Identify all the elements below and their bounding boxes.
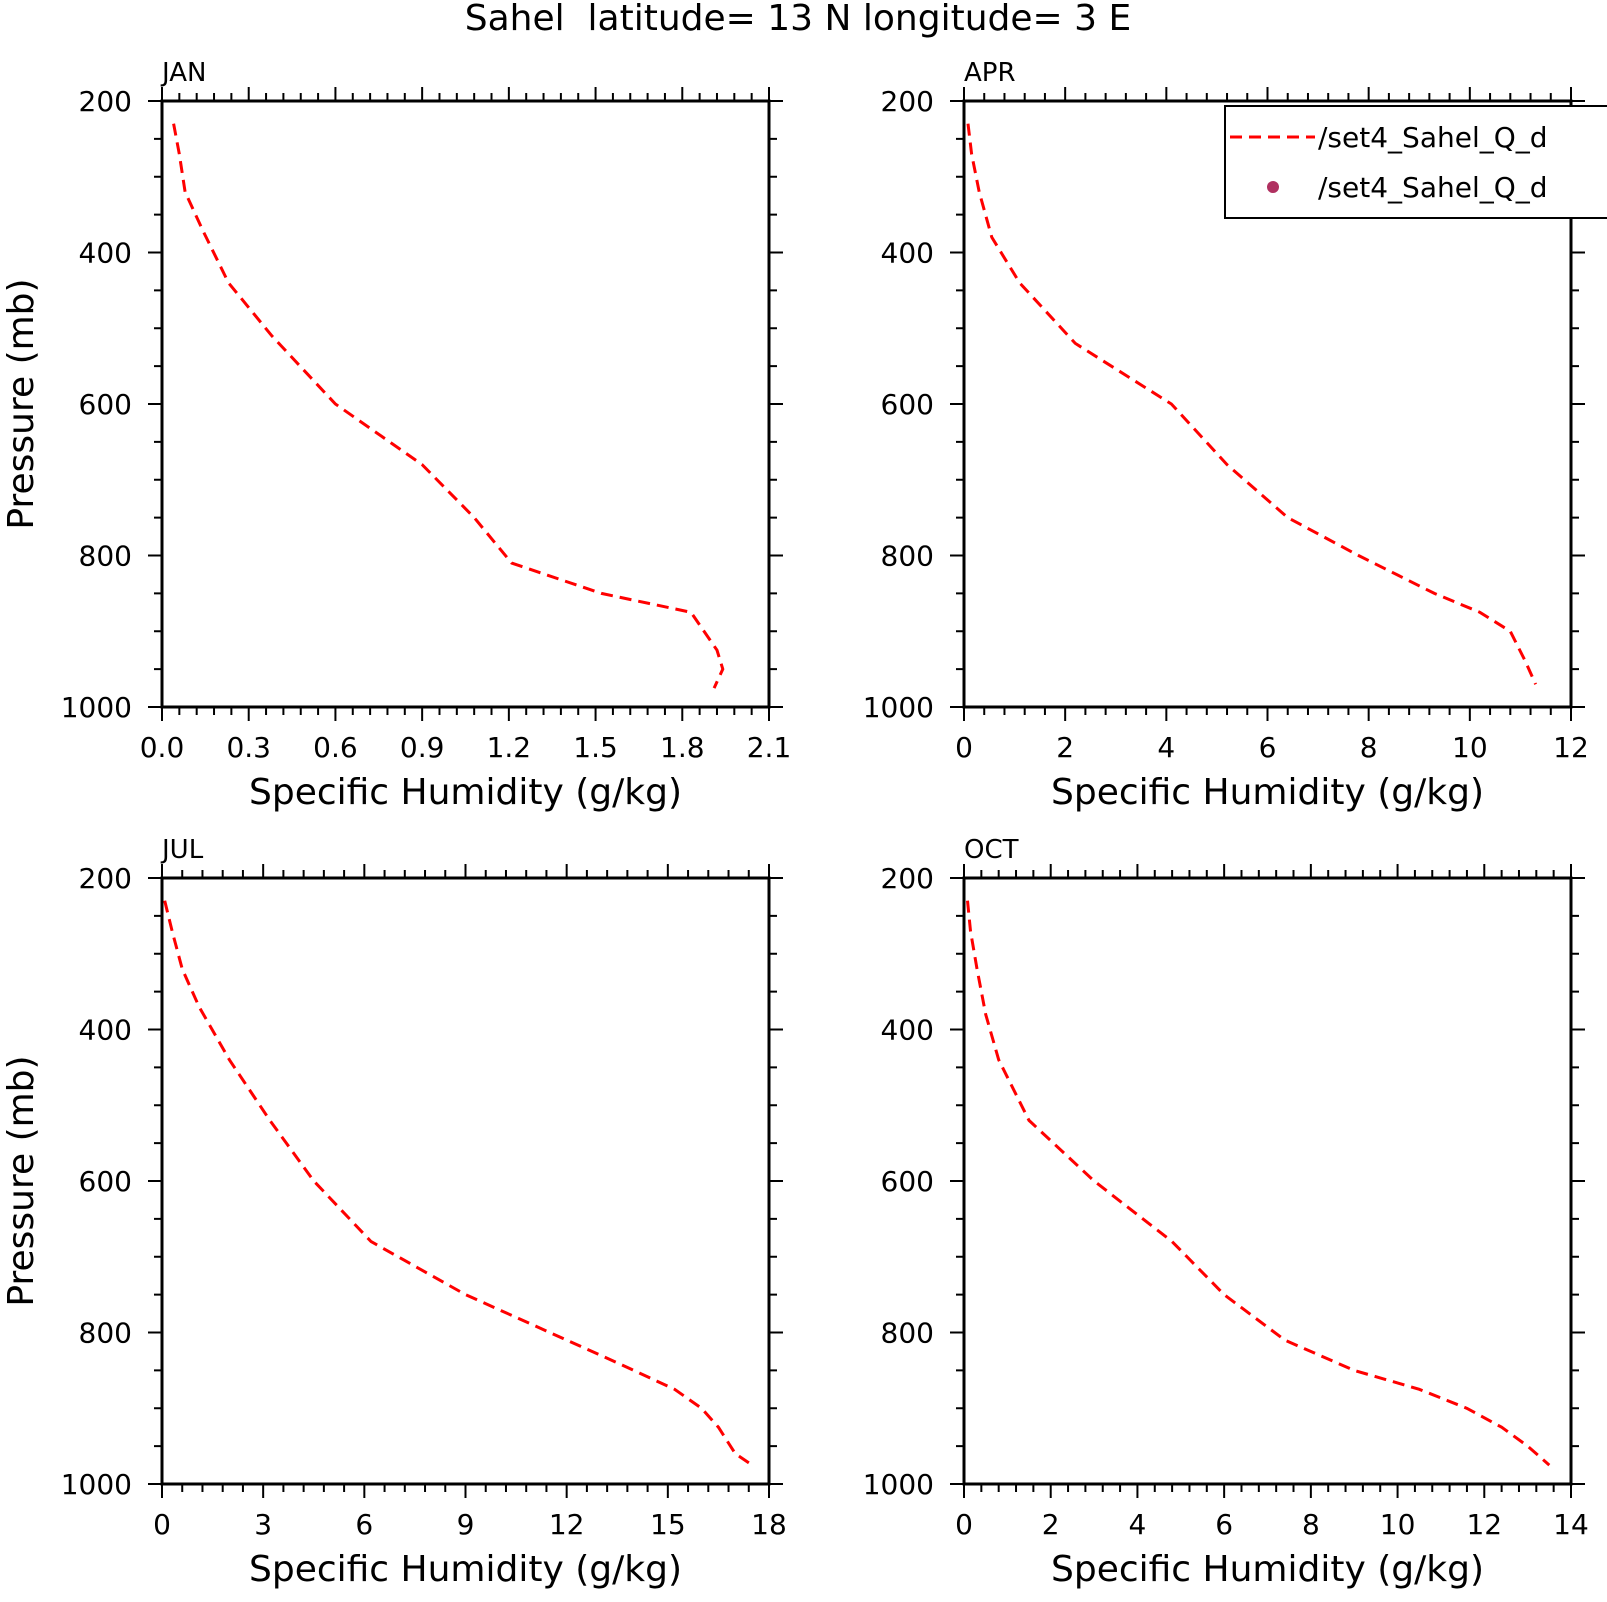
legend-label-2: /set4_Sahel_Q_d	[1318, 171, 1548, 204]
x-axis-title: Specific Humidity (g/kg)	[1051, 1549, 1484, 1590]
x-axis-title: Specific Humidity (g/kg)	[1051, 772, 1484, 813]
x-tick-label: 4	[1129, 1508, 1147, 1541]
series-line	[172, 123, 725, 689]
x-tick-label: 0.0	[140, 731, 185, 764]
y-tick-label: 600	[79, 388, 132, 421]
panel-label: APR	[964, 58, 1016, 88]
y-axis-title: Pressure (mb)	[1, 1055, 42, 1306]
figure-title: Sahel latitude= 13 N longitude= 3 E	[465, 0, 1131, 39]
x-tick-label: 0	[153, 1508, 171, 1541]
x-tick-label: 0	[955, 1508, 973, 1541]
x-tick-label: 2	[1042, 1508, 1060, 1541]
y-tick-label: 800	[881, 540, 934, 573]
legend-label-1: /set4_Sahel_Q_d	[1318, 121, 1548, 154]
plot-frame	[962, 876, 1573, 1486]
x-tick-label: 10	[1380, 1508, 1416, 1541]
x-tick-label: 1.5	[573, 731, 618, 764]
x-tick-label: 15	[650, 1508, 686, 1541]
x-tick-label: 18	[751, 1508, 787, 1541]
x-tick-label: 2.1	[747, 731, 792, 764]
x-tick-label: 0.6	[313, 731, 358, 764]
x-tick-label: 12	[1553, 731, 1589, 764]
x-tick-label: 14	[1553, 1508, 1589, 1541]
y-tick-label: 1000	[61, 1468, 132, 1501]
y-tick-label: 400	[79, 237, 132, 270]
x-tick-label: 4	[1157, 731, 1175, 764]
y-tick-label: 400	[79, 1014, 132, 1047]
x-tick-label: 6	[1215, 1508, 1233, 1541]
x-tick-label: 0.9	[400, 731, 445, 764]
plot-frame	[160, 99, 771, 709]
x-axis-title: Specific Humidity (g/kg)	[249, 1549, 682, 1590]
y-tick-label: 200	[881, 85, 934, 118]
x-tick-label: 12	[1466, 1508, 1502, 1541]
series-line	[966, 900, 1551, 1467]
y-tick-label: 1000	[863, 691, 934, 724]
y-tick-label: 1000	[61, 691, 132, 724]
y-tick-label: 600	[881, 1165, 934, 1198]
y-tick-label: 600	[881, 388, 934, 421]
panel-oct: OCT 200 400 600 800 1000 0 2 4 6 8 10 12 14 Specific H…	[863, 835, 1589, 1590]
panel-label: JAN	[160, 58, 206, 88]
legend-dot-icon	[1267, 181, 1279, 193]
x-tick-label: 6	[1259, 731, 1277, 764]
y-tick-label: 600	[79, 1165, 132, 1198]
y-tick-label: 800	[79, 1317, 132, 1350]
x-tick-label: 10	[1452, 731, 1488, 764]
x-tick-label: 12	[549, 1508, 585, 1541]
x-tick-label: 8	[1302, 1508, 1320, 1541]
series-line	[163, 900, 753, 1467]
legend-box	[1224, 105, 1607, 219]
x-tick-label: 6	[355, 1508, 373, 1541]
y-tick-label: 200	[881, 862, 934, 895]
x-tick-label: 9	[457, 1508, 475, 1541]
x-tick-label: 0	[955, 731, 973, 764]
y-tick-label: 200	[79, 85, 132, 118]
x-tick-label: 2	[1056, 731, 1074, 764]
panel-label: OCT	[964, 835, 1019, 865]
x-tick-label: 8	[1360, 731, 1378, 764]
y-tick-label: 800	[881, 1317, 934, 1350]
series-line	[966, 123, 1537, 685]
x-axis-title: Specific Humidity (g/kg)	[249, 772, 682, 813]
x-tick-label: 1.8	[660, 731, 705, 764]
x-tick-label: 1.2	[487, 731, 532, 764]
y-axis-title: Pressure (mb)	[1, 278, 42, 529]
panel-jul: JUL 200 400 600 800 1000 0 3 6 9 12 15 18 Specific Hu…	[1, 835, 787, 1590]
y-tick-label: 200	[79, 862, 132, 895]
y-tick-label: 800	[79, 540, 132, 573]
y-tick-label: 1000	[863, 1468, 934, 1501]
panel-label: JUL	[160, 835, 204, 865]
x-tick-label: 0.3	[226, 731, 271, 764]
legend: /set4_Sahel_Q_d/set4_Sahel_Q_d	[1224, 105, 1607, 219]
y-tick-label: 400	[881, 1014, 934, 1047]
y-tick-label: 400	[881, 237, 934, 270]
x-tick-label: 3	[254, 1508, 272, 1541]
panel-apr: APR 200 400 600 800 1000 0 2 4 6 8 10 12 Specific Hum…	[863, 58, 1589, 813]
